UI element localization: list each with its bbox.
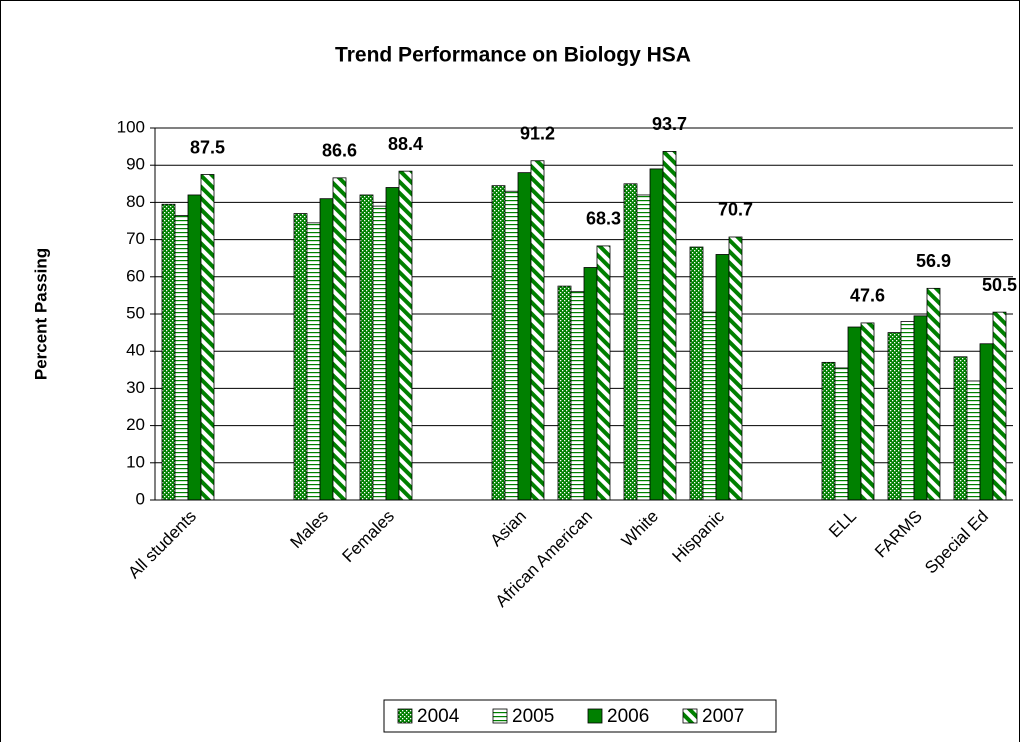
y-tick-label: 50 [126,303,145,322]
bar [372,205,387,501]
y-tick-label: 40 [126,341,145,360]
bar [517,172,532,501]
bar [583,267,598,501]
bar [887,332,902,501]
legend-swatch [397,708,413,724]
data-label: 87.5 [190,137,225,157]
bar [491,185,506,501]
bar [715,254,730,501]
bar [174,215,189,501]
bar [966,380,981,501]
legend-swatch [587,708,603,724]
bar [953,356,968,501]
bar [992,311,1007,501]
data-label: 93.7 [652,114,687,134]
bar [398,170,413,501]
bar [860,322,875,501]
bar [926,287,941,501]
data-label: 50.5 [982,275,1017,295]
bar [306,222,321,501]
bar [359,194,374,501]
y-tick-label: 90 [126,155,145,174]
bar [332,177,347,501]
legend: 2004 2005 2006 2007 [383,699,777,733]
data-label: 70.7 [718,200,753,220]
y-tick-label: 0 [136,489,145,508]
data-label: 88.4 [388,134,423,154]
bar [200,174,215,501]
bar [689,246,704,501]
legend-label: 2006 [607,706,649,727]
bar [530,160,545,501]
y-tick-label: 10 [126,452,145,471]
bar [161,203,176,501]
legend-label: 2004 [417,706,460,727]
data-label: 68.3 [586,209,621,229]
y-tick-label: 80 [126,192,145,211]
bar [649,168,664,501]
bar [900,321,915,501]
bar [319,198,334,501]
y-tick-label: 20 [126,415,145,434]
bar [847,326,862,501]
y-tick-label: 30 [126,378,145,397]
data-label: 91.2 [520,123,555,143]
data-label: 56.9 [916,251,951,271]
bar [623,183,638,501]
bar [913,315,928,501]
bar [979,343,994,501]
legend-label: 2005 [512,706,554,727]
bar [385,187,400,501]
bar [834,367,849,501]
legend-swatch [492,708,508,724]
y-tick-label: 70 [126,229,145,248]
legend-label: 2007 [702,706,744,727]
bar [504,190,519,501]
y-tick-label: 60 [126,266,145,285]
legend-box [383,699,777,733]
data-label: 47.6 [850,286,885,306]
bar [596,245,611,501]
bar [293,213,308,501]
y-tick-label: 100 [117,117,145,136]
bar [187,194,202,501]
chart-title: Trend Performance on Biology HSA [335,44,691,67]
bar [557,285,572,501]
bar [662,151,677,501]
bar [570,291,585,501]
y-axis-label: Percent Passing [31,248,50,380]
bar [728,236,743,501]
legend-swatch [682,708,698,724]
bar [821,361,836,501]
bar [636,194,651,501]
bar [702,311,717,501]
data-label: 86.6 [322,141,357,161]
